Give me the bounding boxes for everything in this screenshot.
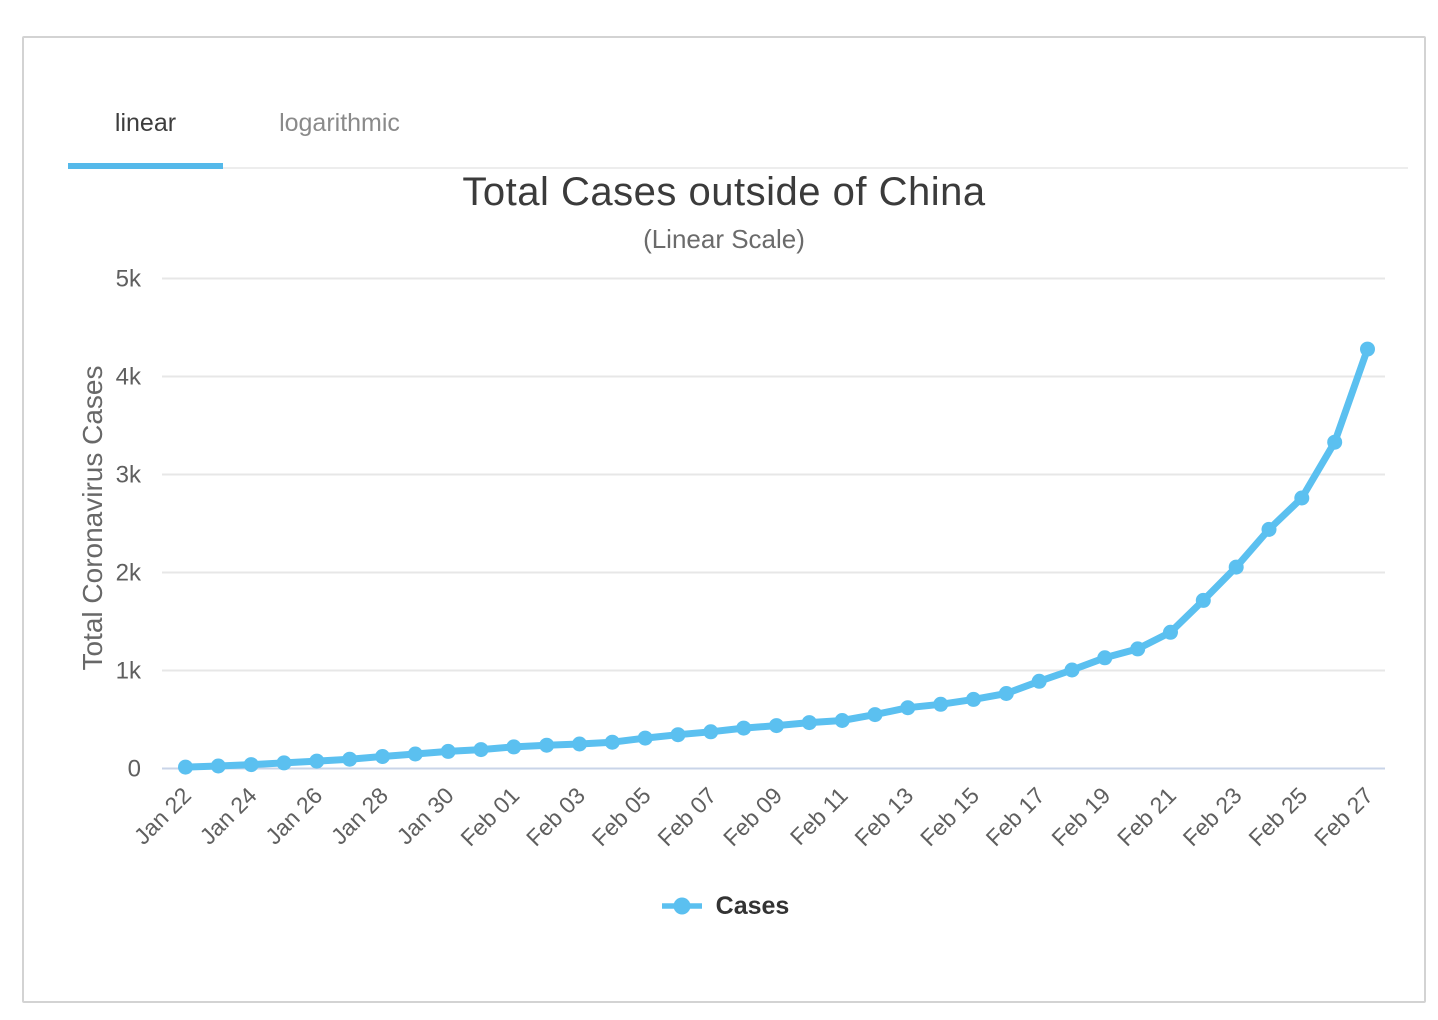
x-tick-label: Feb 07 bbox=[652, 782, 721, 851]
cases-point[interactable] bbox=[1360, 341, 1375, 357]
x-tick-label: Jan 22 bbox=[129, 782, 196, 849]
x-tick-label: Feb 17 bbox=[981, 782, 1050, 851]
cases-point[interactable] bbox=[703, 724, 719, 740]
cases-point[interactable] bbox=[178, 759, 193, 775]
chart-subtitle: (Linear Scale) bbox=[643, 224, 805, 254]
cases-point[interactable] bbox=[769, 718, 784, 734]
cases-point[interactable] bbox=[243, 757, 259, 773]
cases-points bbox=[178, 341, 1375, 775]
y-tick-labels: 0 1k 2k 3k 4k 5k bbox=[116, 266, 142, 783]
chart-title: Total Cases outside of China bbox=[462, 170, 986, 214]
x-tick-label: Feb 27 bbox=[1309, 782, 1378, 851]
x-tick-label: Feb 25 bbox=[1243, 782, 1312, 851]
cases-point[interactable] bbox=[1294, 490, 1310, 506]
cases-point[interactable] bbox=[276, 755, 292, 771]
y-tick-label: 4k bbox=[116, 364, 142, 391]
y-tick-label: 0 bbox=[128, 756, 141, 783]
cases-point[interactable] bbox=[900, 700, 916, 716]
x-tick-label: Jan 26 bbox=[260, 782, 327, 849]
cases-point[interactable] bbox=[1228, 559, 1244, 575]
cases-point[interactable] bbox=[1064, 662, 1080, 678]
y-tick-label: 1k bbox=[116, 658, 142, 685]
x-tick-label: Feb 03 bbox=[521, 782, 590, 851]
x-tick-label: Jan 30 bbox=[391, 782, 458, 849]
tab-linear[interactable]: linear bbox=[114, 108, 177, 137]
tab-divider bbox=[68, 167, 1408, 169]
x-tick-label: Feb 21 bbox=[1112, 782, 1181, 851]
x-tick-label: Jan 28 bbox=[326, 782, 393, 849]
x-tick-label: Feb 13 bbox=[849, 782, 918, 851]
active-tab-indicator bbox=[68, 163, 223, 169]
cases-point[interactable] bbox=[604, 734, 620, 750]
y-tick-label: 3k bbox=[116, 462, 142, 489]
cases-point[interactable] bbox=[998, 686, 1014, 701]
y-tick-label: 5k bbox=[116, 266, 142, 293]
cases-point[interactable] bbox=[375, 749, 390, 764]
cases-point[interactable] bbox=[210, 758, 226, 774]
legend-marker-icon bbox=[661, 897, 702, 915]
cases-point[interactable] bbox=[1327, 434, 1343, 450]
cases-point[interactable] bbox=[309, 753, 325, 769]
cases-point[interactable] bbox=[1097, 650, 1113, 666]
y-tick-label: 2k bbox=[116, 560, 142, 587]
legend-label: Cases bbox=[715, 891, 790, 920]
cases-point[interactable] bbox=[670, 727, 686, 743]
cases-point[interactable] bbox=[834, 713, 850, 728]
cases-point[interactable] bbox=[1261, 521, 1277, 537]
x-tick-label: Jan 24 bbox=[194, 782, 261, 849]
x-tick-label: Feb 19 bbox=[1046, 782, 1115, 851]
cases-point[interactable] bbox=[539, 737, 555, 753]
x-tick-label: Feb 05 bbox=[587, 782, 656, 851]
cases-point[interactable] bbox=[933, 696, 949, 712]
x-tick-label: Feb 23 bbox=[1178, 782, 1247, 851]
cases-point[interactable] bbox=[1130, 641, 1146, 657]
cases-line bbox=[182, 345, 1371, 771]
cases-point[interactable] bbox=[637, 730, 653, 746]
cases-point[interactable] bbox=[736, 720, 752, 736]
x-tick-label: Feb 11 bbox=[785, 782, 853, 850]
tab-logarithmic[interactable]: logarithmic bbox=[279, 108, 400, 137]
cases-point[interactable] bbox=[966, 691, 981, 707]
x-tick-label: Feb 15 bbox=[915, 782, 984, 851]
cases-point[interactable] bbox=[1163, 624, 1178, 640]
legend-item-cases[interactable]: Cases bbox=[22, 884, 1426, 928]
cases-point[interactable] bbox=[407, 746, 423, 762]
cases-point[interactable] bbox=[506, 739, 522, 755]
x-tick-label: Feb 01 bbox=[455, 782, 524, 851]
cases-point[interactable] bbox=[440, 743, 456, 759]
cases-point[interactable] bbox=[1031, 673, 1047, 689]
cases-point[interactable] bbox=[342, 751, 358, 767]
chart-card: linear logarithmic bbox=[22, 36, 1426, 1003]
cases-point[interactable] bbox=[572, 736, 587, 752]
gridlines bbox=[162, 277, 1385, 770]
x-tick-label: Feb 09 bbox=[718, 782, 787, 851]
cases-point[interactable] bbox=[1195, 592, 1211, 608]
cases-point[interactable] bbox=[867, 707, 883, 723]
cases-point[interactable] bbox=[801, 715, 817, 731]
cases-point[interactable] bbox=[473, 742, 489, 758]
